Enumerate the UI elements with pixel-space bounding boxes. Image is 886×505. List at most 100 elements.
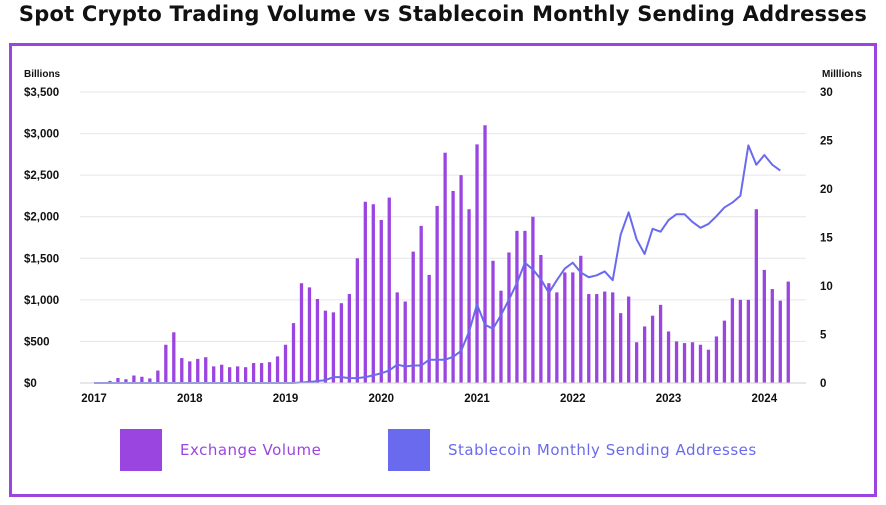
- volume-bar: [778, 300, 782, 383]
- volume-bar: [355, 258, 359, 383]
- volume-bar: [579, 255, 583, 383]
- x-tick-label: 2017: [81, 393, 107, 405]
- volume-bar: [267, 362, 272, 383]
- right-axis-unit: Milllions: [822, 69, 862, 80]
- legend-label-stablecoin-addresses: Stablecoin Monthly Sending Addresses: [448, 441, 757, 459]
- volume-bar: [339, 303, 344, 383]
- volume-bar: [411, 251, 415, 383]
- left-tick-label: $2,500: [24, 170, 59, 182]
- volume-bar: [435, 205, 439, 383]
- volume-bar: [642, 326, 647, 383]
- volume-bar: [283, 344, 288, 383]
- volume-bar: [762, 269, 766, 383]
- volume-bar: [315, 299, 320, 383]
- volume-bars: [92, 125, 790, 383]
- volume-bar: [419, 225, 423, 383]
- volume-bar: [403, 301, 407, 383]
- left-tick-label: $1,500: [24, 253, 59, 265]
- volume-bar: [132, 375, 136, 383]
- volume-bar: [770, 289, 774, 383]
- volume-bar: [682, 343, 687, 383]
- volume-bar: [722, 320, 727, 383]
- left-tick-label: $0: [24, 378, 37, 390]
- volume-bar: [507, 252, 511, 383]
- volume-bar: [603, 291, 607, 383]
- volume-bar: [515, 230, 519, 383]
- volume-bar: [595, 294, 599, 383]
- left-tick-label: $1,000: [24, 295, 59, 307]
- right-tick-label: 5: [820, 330, 827, 342]
- volume-bar: [148, 378, 152, 383]
- volume-bar: [467, 209, 471, 383]
- volume-bar: [611, 292, 615, 383]
- volume-bar: [259, 363, 264, 383]
- volume-bar: [204, 357, 208, 383]
- legend-item-exchange-volume: Exchange Volume: [120, 429, 321, 471]
- volume-bar: [251, 363, 256, 383]
- volume-bar: [291, 323, 296, 383]
- volume-bar: [307, 287, 312, 383]
- volume-bar: [459, 175, 463, 383]
- x-tick-label: 2018: [177, 393, 203, 405]
- right-tick-label: 0: [820, 378, 826, 390]
- volume-bar: [196, 358, 200, 383]
- right-tick-label: 10: [820, 281, 833, 293]
- volume-bar: [619, 313, 623, 383]
- volume-bar: [746, 299, 751, 383]
- chart-frame: [9, 43, 877, 497]
- volume-bar: [371, 204, 375, 383]
- volume-bar: [563, 272, 567, 383]
- volume-bar: [451, 190, 455, 383]
- volume-bar: [228, 367, 232, 383]
- volume-bar: [634, 342, 639, 383]
- x-tick-label: 2020: [368, 393, 394, 405]
- legend-swatch-stablecoin-addresses: [388, 429, 430, 471]
- legend-label-exchange-volume: Exchange Volume: [180, 441, 322, 459]
- right-tick-label: 30: [820, 87, 833, 99]
- volume-bar: [555, 292, 559, 383]
- left-tick-label: $3,500: [24, 87, 59, 99]
- right-tick-label: 15: [820, 233, 833, 245]
- volume-bar: [666, 331, 671, 383]
- x-tick-label: 2021: [464, 393, 490, 405]
- volume-bar: [180, 358, 184, 383]
- volume-bar: [275, 356, 280, 383]
- volume-bar: [491, 260, 495, 383]
- volume-bar: [698, 344, 703, 383]
- volume-bar: [738, 299, 743, 383]
- volume-bar: [379, 220, 383, 383]
- volume-bar: [108, 380, 112, 383]
- left-tick-label: $3,000: [24, 129, 59, 141]
- x-tick-label: 2022: [560, 393, 586, 405]
- volume-bar: [547, 283, 551, 383]
- volume-bar: [188, 361, 192, 383]
- volume-bar: [730, 298, 735, 383]
- volume-bar: [395, 292, 399, 383]
- volume-bar: [443, 152, 447, 383]
- volume-bar: [243, 367, 248, 383]
- volume-bar: [499, 290, 503, 383]
- volume-bar: [531, 216, 535, 383]
- volume-bar: [172, 332, 176, 383]
- volume-bar: [754, 209, 758, 383]
- gridlines: [80, 91, 806, 342]
- volume-bar: [571, 272, 575, 383]
- volume-bar: [627, 296, 631, 383]
- volume-bar: [235, 366, 240, 383]
- volume-bar: [331, 312, 336, 383]
- volume-bar: [650, 315, 655, 383]
- volume-bar: [347, 294, 352, 383]
- volume-bar: [164, 344, 168, 383]
- axes: $0 $500 $1,000 $1,500 $2,000 $2,500 $3,000 $3,5…: [24, 87, 833, 405]
- volume-bar: [387, 197, 391, 383]
- volume-bar: [706, 349, 711, 383]
- volume-bar: [427, 274, 431, 383]
- volume-bar: [363, 201, 367, 383]
- right-tick-label: 20: [820, 184, 833, 196]
- volume-bar: [323, 310, 328, 383]
- volume-bar: [483, 125, 487, 383]
- volume-bar: [674, 341, 679, 383]
- volume-bar: [212, 366, 216, 383]
- legend-item-stablecoin-addresses: Stablecoin Monthly Sending Addresses: [388, 429, 757, 471]
